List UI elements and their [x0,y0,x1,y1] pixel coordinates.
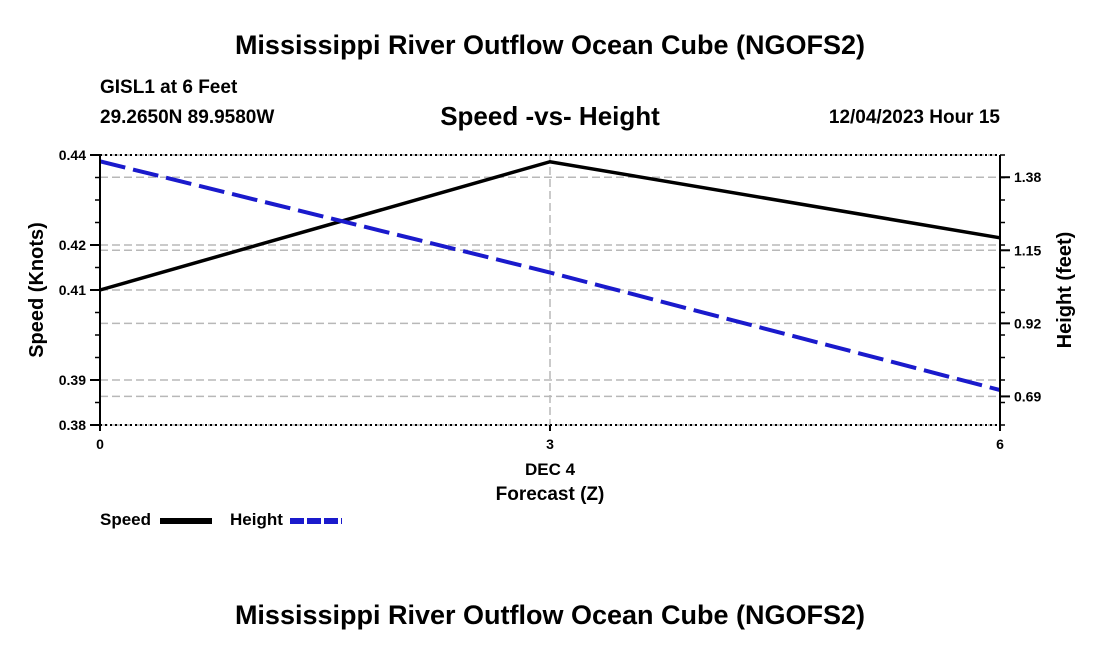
series-line-speed [99,159,1001,292]
left-axis-tick-label: 0.44 [59,147,86,163]
x-axis-title: Forecast (Z) [496,484,605,505]
station-coordinates: 29.2650N 89.9580W [100,107,275,128]
right-axis-tick-label: 0.69 [1014,388,1041,404]
right-axis-title: Height (feet) [1054,232,1076,349]
chart-subtitle: Speed -vs- Height [440,101,660,131]
right-axis-tick-label: 1.38 [1014,169,1041,185]
legend-height-label: Height [230,510,283,529]
legend-speed-swatch [160,518,212,524]
right-axis-tick-label: 0.92 [1014,315,1041,331]
chart-main-title: Mississippi River Outflow Ocean Cube (NG… [234,30,866,60]
x-axis-tick-label: 6 [996,436,1004,452]
footer-main-title: Mississippi River Outflow Ocean Cube (NG… [234,600,866,630]
station-label: GISL1 at 6 Feet [100,77,238,98]
legend-height-swatch [290,518,342,524]
right-axis-tick-label: 1.15 [1014,242,1041,258]
left-axis-tick-label: 0.41 [59,282,86,298]
series-line-height [99,159,1001,392]
left-axis-tick-label: 0.39 [59,372,86,388]
left-axis-tick-label: 0.38 [59,417,86,433]
left-axis-title: Speed (Knots) [26,222,48,358]
x-axis-date-label: DEC 4 [525,460,576,479]
legend-speed-label: Speed [100,510,152,529]
x-axis-tick-label: 3 [546,436,554,452]
forecast-datetime: 12/04/2023 Hour 15 [828,107,1000,128]
left-axis-tick-label: 0.42 [59,237,86,253]
x-axis-tick-label: 0 [96,436,104,452]
